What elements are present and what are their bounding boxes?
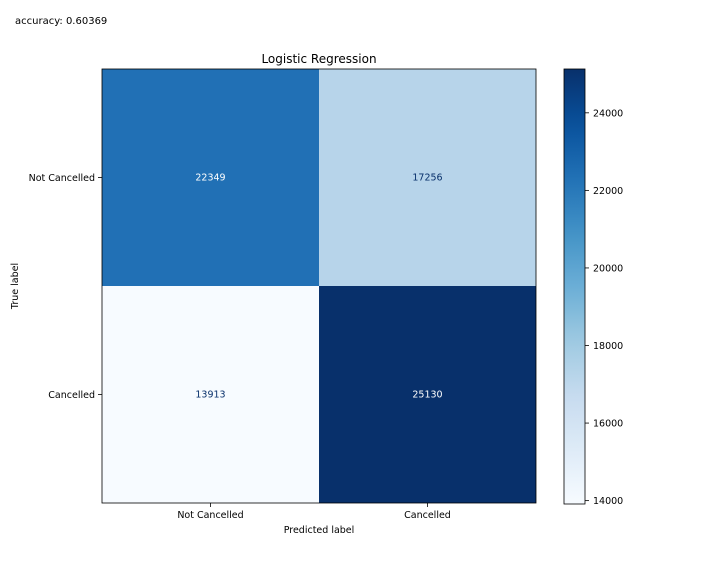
accuracy-label: accuracy: 0.60369: [15, 16, 108, 27]
plot-frame: [101, 68, 537, 504]
cell-value-label: 25130: [412, 390, 442, 401]
colorbar-tick-label: 22000: [593, 186, 623, 197]
y-tick-label: Cancelled: [48, 390, 95, 401]
cell-value-label: 22349: [195, 173, 225, 184]
colorbar-tick-label: 20000: [593, 263, 623, 274]
colorbar-scale: [563, 68, 586, 505]
cell-value-label: 13913: [195, 390, 225, 401]
colorbar-tick-label: 14000: [593, 496, 623, 507]
colorbar: 14000 16000 18000 20000 22000 24000: [563, 68, 623, 507]
colorbar-tick-label: 24000: [593, 108, 623, 119]
heatmap-cell: [102, 286, 319, 503]
x-axis: Not Cancelled Cancelled: [177, 503, 451, 521]
x-tick-label: Not Cancelled: [177, 510, 243, 521]
x-axis-label: Predicted label: [284, 525, 355, 536]
heatmap-cell: [319, 69, 536, 286]
heatmap-cells: 22349 17256 13913 25130: [101, 68, 537, 504]
cell-value-label: 17256: [412, 173, 442, 184]
colorbar-tick-label: 16000: [593, 419, 623, 430]
y-axis-label: True label: [10, 263, 21, 310]
y-axis: Not Cancelled Cancelled: [29, 173, 102, 401]
heatmap-cell: [102, 69, 319, 286]
x-tick-label: Cancelled: [404, 510, 451, 521]
colorbar-tick-label: 18000: [593, 341, 623, 352]
heatmap-cell: [319, 286, 536, 503]
y-tick-label: Not Cancelled: [29, 173, 95, 184]
chart-title: Logistic Regression: [261, 52, 376, 66]
